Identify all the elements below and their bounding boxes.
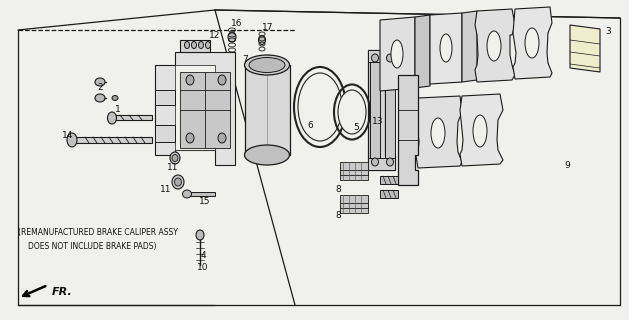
Ellipse shape — [95, 94, 105, 102]
Ellipse shape — [186, 133, 194, 143]
Ellipse shape — [473, 115, 487, 147]
Polygon shape — [368, 50, 395, 62]
Text: (REMANUFACTURED BRAKE CALIPER ASSY: (REMANUFACTURED BRAKE CALIPER ASSY — [18, 228, 178, 236]
Polygon shape — [180, 40, 210, 52]
Ellipse shape — [391, 40, 403, 68]
Polygon shape — [368, 158, 395, 170]
Text: 7: 7 — [242, 55, 248, 65]
Polygon shape — [380, 17, 415, 91]
Polygon shape — [185, 192, 215, 196]
Text: 12: 12 — [209, 30, 221, 39]
Ellipse shape — [182, 190, 191, 198]
Text: 11: 11 — [160, 186, 172, 195]
Ellipse shape — [487, 31, 501, 61]
Polygon shape — [385, 50, 395, 170]
Polygon shape — [460, 94, 503, 166]
Ellipse shape — [112, 95, 118, 100]
Text: 16: 16 — [231, 20, 243, 28]
Polygon shape — [340, 195, 368, 203]
Ellipse shape — [525, 28, 539, 58]
Polygon shape — [370, 50, 380, 170]
Polygon shape — [340, 200, 368, 208]
Text: 11: 11 — [167, 163, 179, 172]
Ellipse shape — [440, 34, 452, 62]
Polygon shape — [155, 90, 175, 105]
Ellipse shape — [206, 42, 211, 49]
Ellipse shape — [184, 42, 189, 49]
Ellipse shape — [172, 175, 184, 189]
Polygon shape — [475, 9, 515, 82]
Ellipse shape — [67, 133, 77, 147]
Ellipse shape — [245, 145, 289, 165]
Text: 9: 9 — [564, 161, 570, 170]
Ellipse shape — [191, 42, 196, 49]
Ellipse shape — [249, 58, 285, 73]
Text: 10: 10 — [198, 263, 209, 273]
Polygon shape — [570, 25, 600, 72]
Ellipse shape — [186, 75, 194, 85]
Ellipse shape — [298, 73, 342, 141]
Polygon shape — [340, 172, 368, 180]
Text: 5: 5 — [353, 124, 359, 132]
Polygon shape — [340, 162, 368, 170]
Text: DOES NOT INCLUDE BRAKE PADS): DOES NOT INCLUDE BRAKE PADS) — [28, 243, 157, 252]
Polygon shape — [368, 50, 395, 170]
Text: 2: 2 — [97, 84, 103, 92]
Text: 4: 4 — [200, 251, 206, 260]
Polygon shape — [380, 190, 398, 198]
Ellipse shape — [172, 155, 178, 162]
Ellipse shape — [386, 54, 394, 62]
Ellipse shape — [372, 54, 379, 62]
Ellipse shape — [174, 178, 182, 186]
Ellipse shape — [218, 75, 226, 85]
Ellipse shape — [338, 90, 366, 134]
Polygon shape — [175, 65, 215, 150]
Polygon shape — [462, 11, 477, 82]
Text: 17: 17 — [262, 22, 274, 31]
Polygon shape — [108, 115, 152, 120]
Text: 14: 14 — [62, 131, 74, 140]
Ellipse shape — [108, 112, 116, 124]
Polygon shape — [430, 13, 462, 84]
Ellipse shape — [372, 158, 379, 166]
Ellipse shape — [199, 42, 204, 49]
Text: 3: 3 — [605, 28, 611, 36]
Text: 8: 8 — [335, 211, 341, 220]
Text: 13: 13 — [372, 117, 384, 126]
Ellipse shape — [228, 32, 236, 42]
Text: 8: 8 — [335, 186, 341, 195]
Text: 6: 6 — [307, 121, 313, 130]
Polygon shape — [155, 125, 175, 142]
Polygon shape — [340, 167, 368, 175]
Ellipse shape — [259, 36, 265, 44]
Polygon shape — [340, 205, 368, 213]
Ellipse shape — [170, 152, 180, 164]
Ellipse shape — [386, 158, 394, 166]
Polygon shape — [155, 52, 235, 165]
Polygon shape — [416, 96, 462, 168]
Polygon shape — [513, 7, 552, 79]
Ellipse shape — [431, 118, 445, 148]
Text: FR.: FR. — [52, 287, 73, 297]
Polygon shape — [180, 72, 230, 148]
Ellipse shape — [245, 55, 289, 75]
Text: 1: 1 — [115, 106, 121, 115]
Polygon shape — [415, 15, 430, 88]
Ellipse shape — [95, 78, 105, 86]
Text: 15: 15 — [199, 197, 211, 206]
Polygon shape — [68, 137, 152, 143]
Ellipse shape — [218, 133, 226, 143]
Polygon shape — [245, 65, 290, 155]
Polygon shape — [398, 75, 418, 185]
Ellipse shape — [196, 230, 204, 240]
Polygon shape — [380, 176, 398, 184]
